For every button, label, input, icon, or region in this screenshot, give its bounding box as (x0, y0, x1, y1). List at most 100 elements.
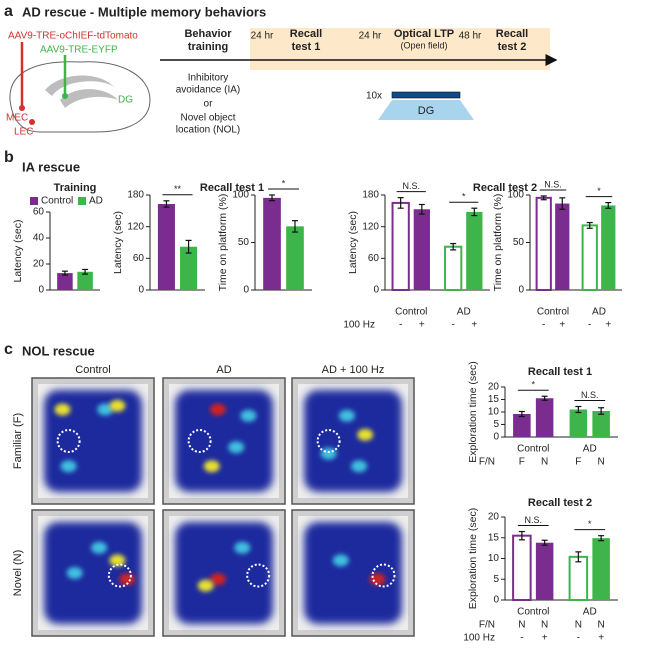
row-value: - (399, 320, 402, 331)
step-label: Behavior (184, 28, 232, 40)
heatmap (31, 509, 155, 637)
error-bar (575, 551, 582, 563)
interval-label: 24 hr (359, 31, 382, 42)
panel-title: AD rescue - Multiple memory behaviors (22, 4, 266, 19)
stim-bar (391, 91, 461, 99)
category-label: Control (517, 607, 549, 618)
row-value: N (598, 457, 605, 468)
bar (77, 271, 93, 290)
heat-spot (320, 447, 337, 460)
heat-base (304, 390, 402, 492)
bar (569, 409, 588, 437)
error-bar (605, 202, 612, 209)
heatmaps (31, 377, 415, 637)
region-label: MEC (6, 113, 28, 124)
row-value: F (575, 457, 581, 468)
row-value: + (542, 633, 548, 644)
y-tick-label: 0 (38, 285, 44, 296)
row-value: - (451, 320, 454, 331)
step-label: Optical LTP (394, 28, 454, 40)
heat-spot (66, 567, 83, 579)
legend-label: Control (41, 196, 73, 207)
bar (592, 411, 610, 437)
y-tick-label: 60 (368, 253, 380, 264)
y-tick-label: 20 (488, 512, 500, 523)
y-tick-label: 120 (127, 221, 144, 232)
bar (535, 542, 554, 600)
heat-spot (209, 573, 226, 586)
step-label: Recall (290, 28, 322, 40)
y-tick-label: 5 (493, 574, 499, 585)
condition-label: Control (75, 364, 110, 376)
y-axis-label: Time on platform (%) (217, 194, 229, 292)
y-tick-label: 60 (33, 207, 45, 218)
bar (263, 197, 281, 290)
bar (157, 203, 175, 290)
error-bar (586, 221, 593, 229)
chart-title: Recall test 1 (200, 182, 264, 194)
heatmap (291, 509, 415, 637)
y-tick-label: 0 (243, 285, 249, 296)
sig-label: N.S. (524, 515, 542, 525)
heat-base (175, 390, 273, 492)
y-tick-label: 0 (373, 285, 379, 296)
row-label: 100 Hz (343, 320, 375, 331)
object-location (56, 429, 81, 453)
row-label: Novel (N) (12, 550, 24, 596)
error-bar (540, 195, 547, 201)
y-tick-label: 180 (127, 190, 144, 201)
y-axis-label: Latency (sec) (12, 219, 24, 282)
error-bar (598, 535, 605, 542)
step-label: Recall (496, 28, 528, 40)
bar (535, 398, 554, 437)
legend-label: AD (89, 196, 103, 207)
heat-spot (351, 460, 368, 473)
heat-base (44, 522, 142, 624)
interval-label: 24 hr (251, 31, 274, 42)
object-location (371, 563, 396, 588)
y-tick-label: 0 (493, 595, 499, 606)
heat-spot (197, 579, 214, 592)
error-bar (471, 207, 478, 217)
training-type: Novel object (180, 113, 235, 124)
row-label: Familiar (F) (12, 413, 24, 469)
bar (601, 205, 616, 290)
y-tick-label: 100 (507, 190, 524, 201)
y-axis-label: Exploration time (sec) (467, 361, 479, 463)
step-note: (Open field) (400, 40, 447, 50)
stim-region: DG (418, 105, 435, 117)
sig-label: * (597, 186, 601, 196)
stim-count: 10x (366, 91, 382, 102)
heat-spot (91, 541, 108, 554)
virus-label: AAV9-TRE-oChIEF-tdTomato (8, 31, 138, 42)
heat-spot (240, 409, 257, 422)
error-bar (418, 203, 425, 215)
error-bar (185, 239, 192, 254)
virus-label: AAV9-TRE-EYFP (40, 45, 118, 56)
heat-base (304, 522, 402, 624)
bar (286, 226, 304, 290)
row-label: 100 Hz (463, 633, 495, 644)
sig-label: N.S. (402, 181, 420, 191)
bar (413, 209, 430, 290)
heat-spot (234, 541, 251, 554)
bar (512, 534, 532, 601)
y-tick-label: 100 (232, 190, 249, 201)
sig-label: * (588, 519, 592, 529)
row-label: F/N (479, 620, 495, 631)
sig-label: * (531, 380, 535, 390)
row-label: F/N (479, 457, 495, 468)
heat-spot (109, 554, 126, 567)
y-axis-label: Latency (sec) (112, 211, 124, 274)
y-tick-label: 0 (518, 285, 524, 296)
training-type: or (204, 99, 214, 110)
panel-label: a (4, 3, 13, 20)
error-bar (269, 194, 276, 202)
object-location (107, 563, 132, 588)
y-axis-label: Latency (sec) (347, 211, 359, 274)
category-label: AD (457, 307, 471, 318)
heat-spot (203, 460, 220, 473)
category-label: Control (517, 444, 549, 455)
y-tick-label: 20 (33, 259, 45, 270)
row-value: + (419, 320, 425, 331)
